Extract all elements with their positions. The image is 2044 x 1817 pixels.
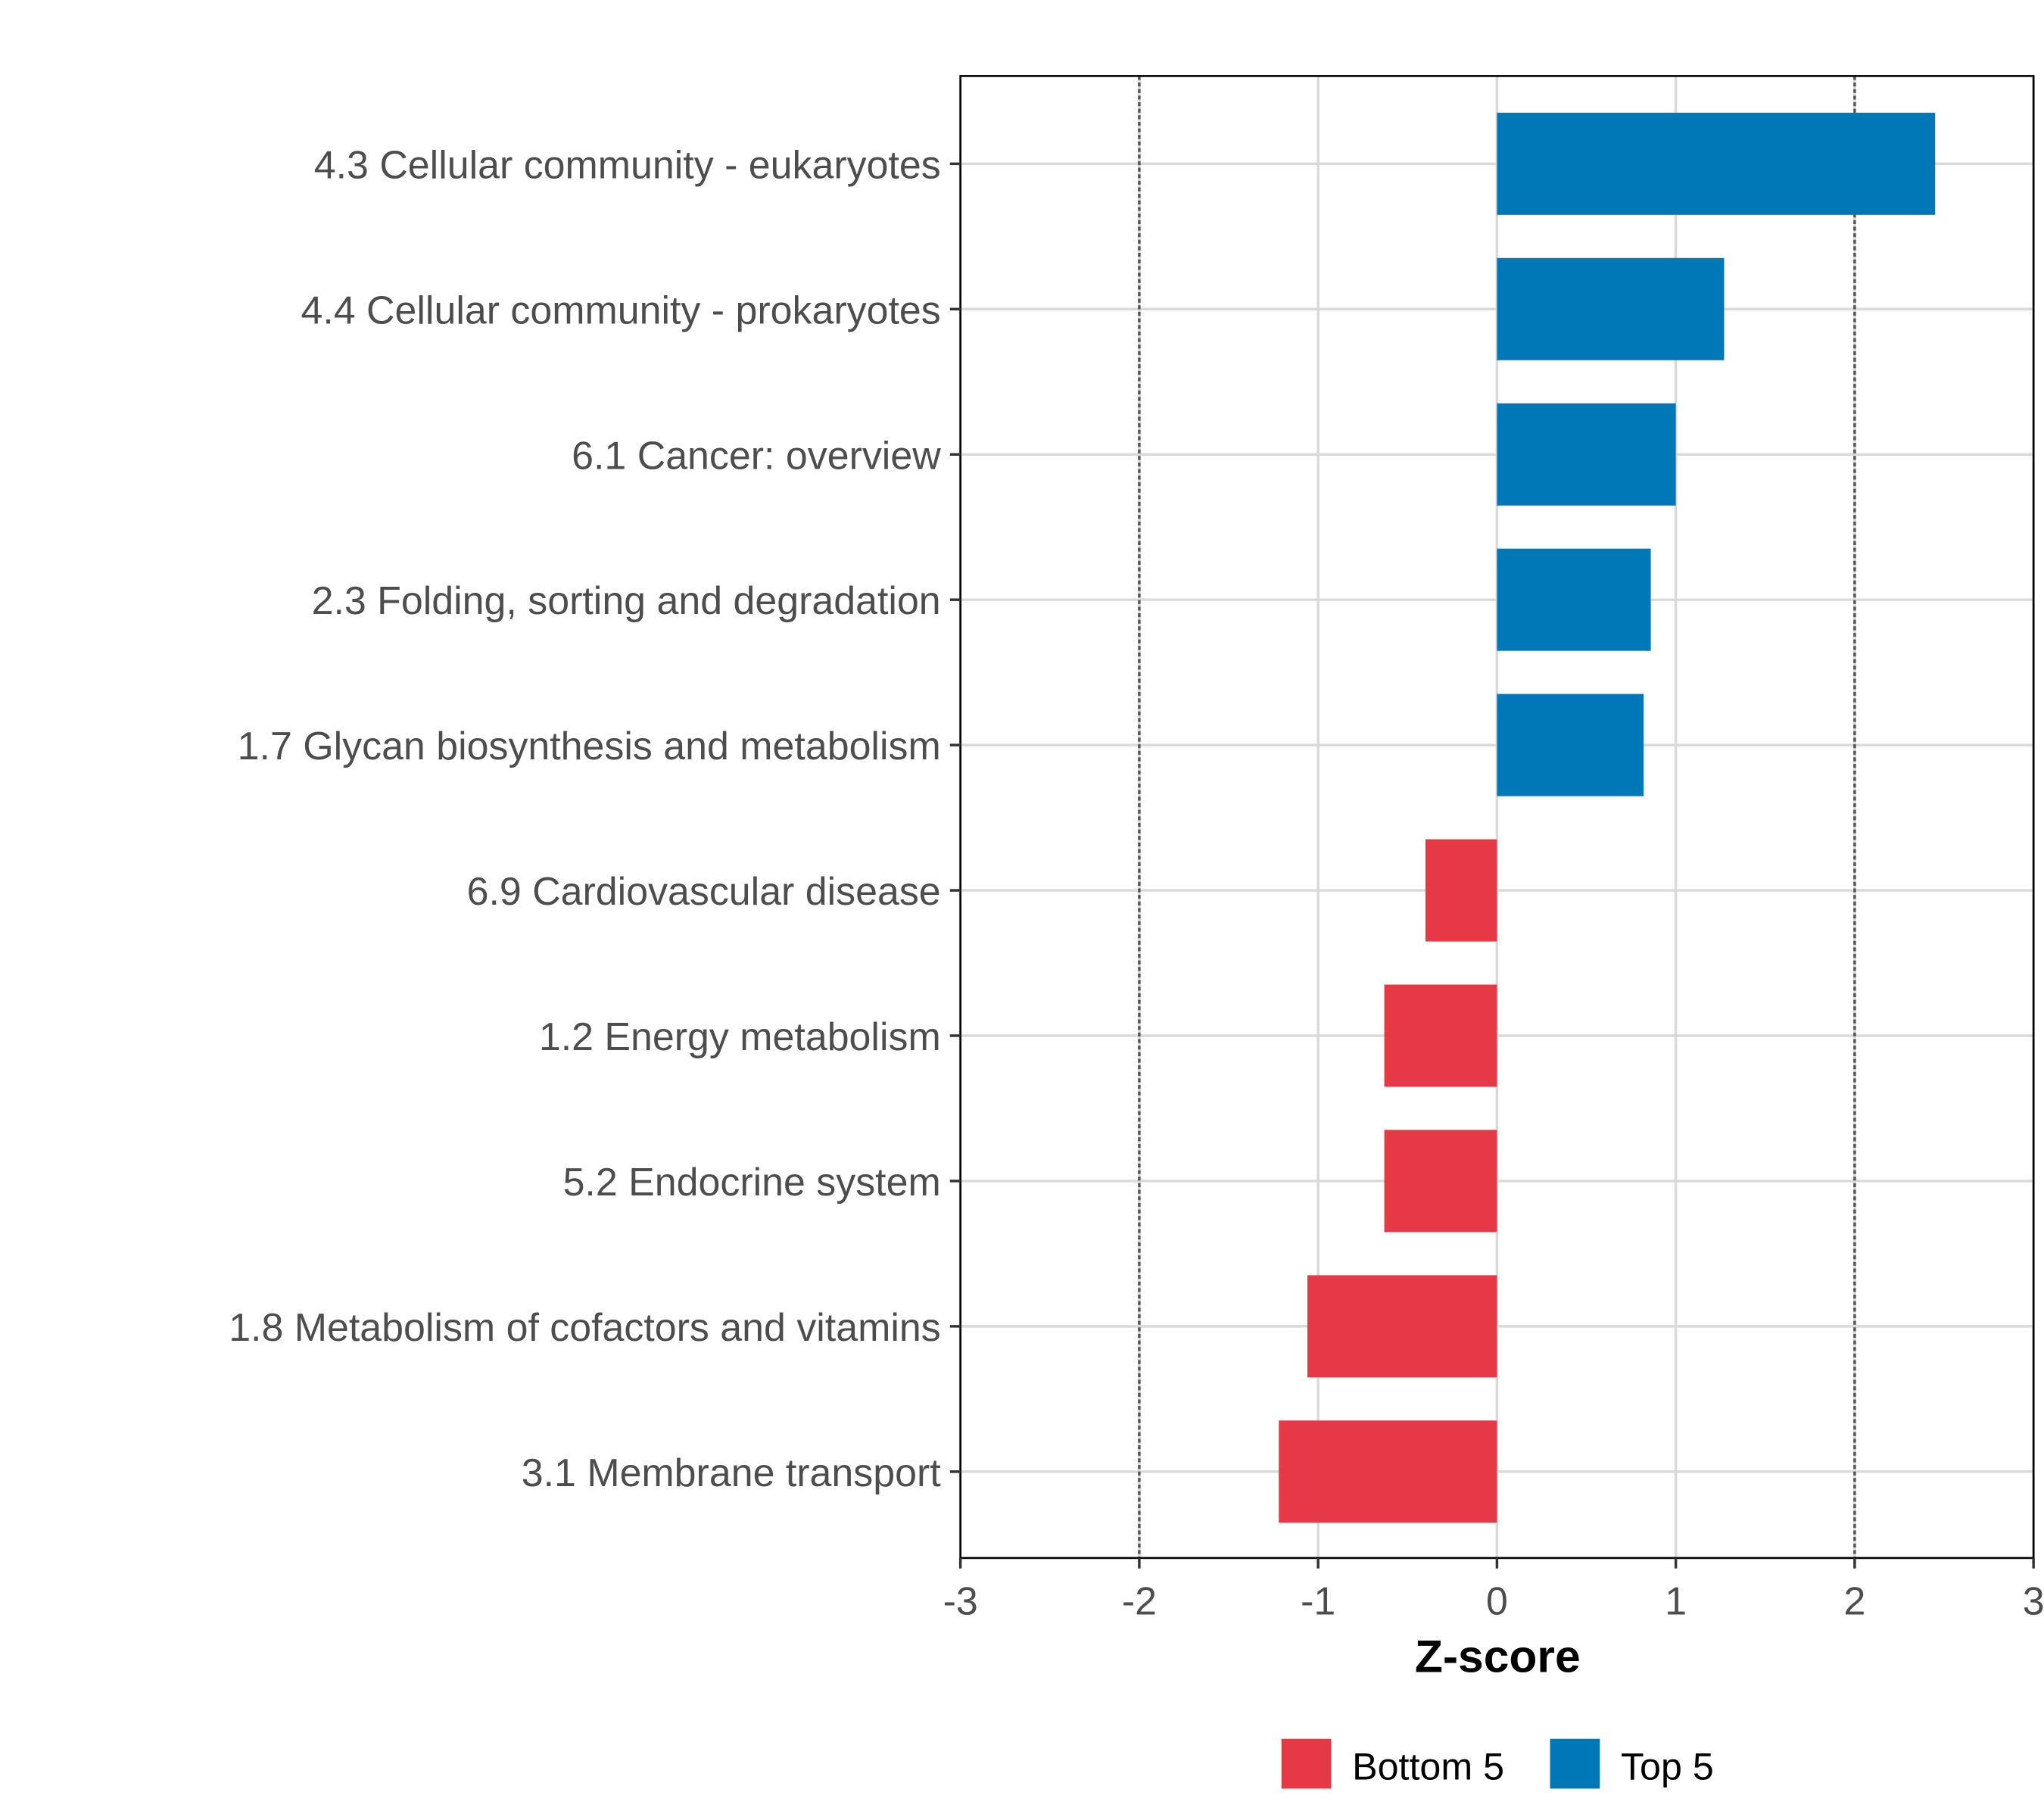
- bar: [1425, 839, 1497, 942]
- x-tick-label: 1: [1665, 1579, 1687, 1623]
- bar: [1497, 403, 1676, 506]
- category-label: 1.7 Glycan biosynthesis and metabolism: [238, 725, 941, 768]
- bar: [1497, 693, 1644, 796]
- category-labels: 4.3 Cellular community - eukaryotes 4.4 C…: [229, 143, 961, 1495]
- bar: [1307, 1275, 1497, 1378]
- legend-swatch-bottom-5: [1281, 1738, 1332, 1789]
- category-label: 1.2 Energy metabolism: [539, 1015, 941, 1059]
- category-label: 5.2 Endocrine system: [563, 1161, 941, 1205]
- bar: [1384, 984, 1497, 1087]
- category-label: 4.4 Cellular community - prokaryotes: [301, 288, 940, 332]
- legend-label-top-5: Top 5: [1621, 1745, 1714, 1787]
- category-label: 6.9 Cardiovascular disease: [467, 870, 941, 914]
- reference-lines: [1138, 76, 1856, 1558]
- category-label: 6.1 Cancer: overview: [572, 434, 941, 478]
- legend-swatch-top-5: [1550, 1738, 1600, 1789]
- bar: [1279, 1420, 1497, 1523]
- category-label: 2.3 Folding, sorting and degradation: [312, 579, 941, 623]
- legend-label-bottom-5: Bottom 5: [1352, 1745, 1504, 1787]
- category-label: 3.1 Membrane transport: [522, 1451, 942, 1495]
- category-label: 1.8 Metabolism of cofactors and vitamins: [229, 1306, 941, 1350]
- legend: Bottom 5 Top 5: [1281, 1738, 1714, 1789]
- bar: [1497, 257, 1725, 360]
- bar: [1497, 112, 1936, 215]
- bar: [1384, 1130, 1497, 1233]
- x-tick-label: -2: [1122, 1579, 1157, 1623]
- x-tick-label: -3: [943, 1579, 978, 1623]
- x-tick-label: 0: [1486, 1579, 1508, 1623]
- category-label: 4.3 Cellular community - eukaryotes: [314, 143, 941, 187]
- bars: [1279, 112, 1936, 1523]
- x-axis-ticks: -3 -2 -1 0 1 2 3: [943, 1557, 2044, 1623]
- x-tick-label: 3: [2023, 1579, 2044, 1623]
- bar: [1497, 548, 1651, 651]
- x-tick-label: 2: [1843, 1579, 1865, 1623]
- x-axis-title: Z-score: [1415, 1630, 1581, 1681]
- x-tick-label: -1: [1301, 1579, 1335, 1623]
